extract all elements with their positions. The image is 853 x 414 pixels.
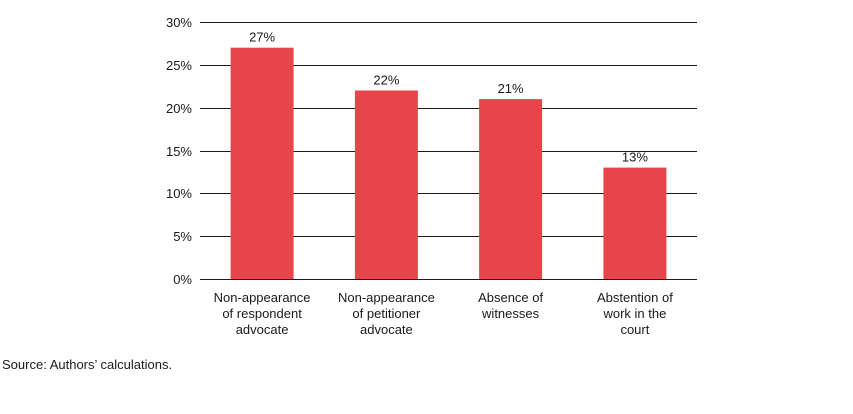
category-label: Absence of witnesses (478, 290, 543, 321)
category-label: Non-appearance of respondent advocate (214, 290, 311, 337)
data-labels: 27% 22% 21% 13% (249, 30, 648, 165)
category-label-line: Absence of (478, 290, 543, 305)
y-tick-label: 0% (173, 272, 192, 287)
category-label-line: witnesses (481, 306, 540, 321)
category-label-line: Non-appearance (338, 290, 435, 305)
y-tick-label: 20% (166, 101, 192, 116)
category-label-line: of petitioner (352, 306, 421, 321)
category-label-line: work in the (602, 306, 666, 321)
category-label-line: Non-appearance (214, 290, 311, 305)
bar (603, 167, 667, 279)
y-tick-label: 5% (173, 229, 192, 244)
category-label-line: advocate (360, 322, 413, 337)
y-tick-label: 30% (166, 15, 192, 30)
x-axis-category-labels: Non-appearance of respondent advocateNon-a… (214, 290, 674, 337)
y-tick-label: 10% (166, 186, 192, 201)
category-label: Non-appearance of petitioner advocate (338, 290, 435, 337)
data-label: 21% (498, 81, 524, 96)
data-label: 22% (373, 73, 399, 88)
category-label-line: of respondent (222, 306, 302, 321)
category-label: Abstention of work in the court (597, 290, 673, 337)
data-label: 27% (249, 30, 275, 45)
bars (230, 47, 667, 280)
data-label: 13% (622, 150, 648, 165)
bar (230, 47, 294, 280)
y-tick-label: 25% (166, 58, 192, 73)
source-note: Source: Authors’ calculations. (2, 357, 173, 372)
category-label-line: court (620, 322, 649, 337)
bar-chart: 0% 5% 10% 15% 20% 25% 30% 27% 22% 21% 13% Non-app… (166, 15, 697, 337)
category-label-line: Abstention of (597, 290, 673, 305)
bar (354, 90, 418, 279)
bar (479, 99, 543, 279)
y-axis-tick-labels: 0% 5% 10% 15% 20% 25% 30% (166, 15, 192, 287)
category-label-line: advocate (236, 322, 289, 337)
y-tick-label: 15% (166, 144, 192, 159)
